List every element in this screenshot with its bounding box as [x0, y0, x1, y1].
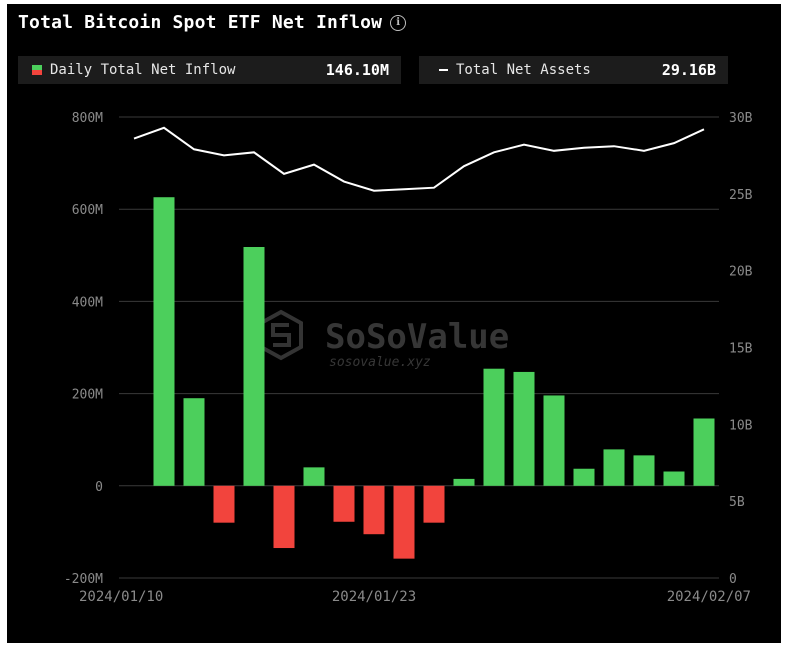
- x-axis: 2024/01/10 2024/01/23 2024/02/07: [79, 589, 751, 605]
- watermark: SoSoValue sosovalue.xyz: [259, 309, 509, 370]
- chart-panel: Total Bitcoin Spot ETF Net Inflow i Dail…: [7, 4, 781, 643]
- assets-line-path: [133, 126, 705, 192]
- legend-inflow[interactable]: Daily Total Net Inflow 146.10M: [18, 56, 401, 84]
- left-tick-label: 800M: [72, 111, 103, 126]
- x-tick-label: 2024/01/10: [79, 589, 163, 605]
- chart-title-row: Total Bitcoin Spot ETF Net Inflow i: [18, 12, 407, 33]
- legend-inflow-label: Daily Total Net Inflow: [50, 62, 236, 78]
- assets-line: [133, 126, 705, 192]
- right-tick-label: 5B: [729, 495, 745, 510]
- left-tick-label: -200M: [64, 572, 103, 587]
- bar: [633, 455, 655, 486]
- right-tick-label: 25B: [729, 188, 753, 203]
- bar: [543, 395, 565, 486]
- bar: [513, 371, 535, 486]
- bar: [573, 468, 595, 486]
- legend-inflow-value: 146.10M: [325, 61, 389, 79]
- right-axis: 0 5B 10B 15B 20B 25B 30B: [729, 111, 753, 587]
- line-swatch-icon: [439, 69, 448, 71]
- left-axis: -200M 0 200M 400M 600M 800M: [64, 111, 103, 587]
- bar: [213, 485, 235, 523]
- bar: [363, 485, 385, 535]
- legend-assets-label: Total Net Assets: [456, 62, 591, 78]
- watermark-url: sosovalue.xyz: [329, 355, 431, 370]
- soso-logo-icon: [259, 309, 303, 361]
- bar: [453, 478, 475, 486]
- bar: [423, 485, 445, 523]
- bar: [273, 485, 295, 549]
- legend-assets[interactable]: Total Net Assets 29.16B: [419, 56, 728, 84]
- left-tick-label: 0: [95, 480, 103, 495]
- right-tick-label: 15B: [729, 342, 753, 357]
- left-tick-label: 200M: [72, 388, 103, 403]
- bar: [153, 197, 175, 486]
- bars: [153, 197, 715, 559]
- legend-assets-value: 29.16B: [661, 61, 716, 79]
- info-icon[interactable]: i: [390, 14, 407, 31]
- bar: [243, 247, 265, 486]
- watermark-brand: SoSoValue: [325, 317, 509, 357]
- right-tick-label: 30B: [729, 111, 753, 126]
- x-tick-label: 2024/01/23: [332, 589, 416, 605]
- right-tick-label: 10B: [729, 418, 753, 433]
- bar: [603, 449, 625, 486]
- right-tick-label: 20B: [729, 265, 753, 280]
- inflow-swatch-icon: [32, 65, 42, 75]
- chart-svg: SoSoValue sosovalue.xyz -200M 0 200M 400M 60…: [64, 111, 753, 605]
- bar: [183, 398, 205, 486]
- bar: [393, 485, 415, 559]
- chart-title: Total Bitcoin Spot ETF Net Inflow: [18, 12, 383, 33]
- x-tick-label: 2024/02/07: [667, 589, 751, 605]
- bar: [303, 467, 325, 486]
- right-tick-label: 0: [729, 572, 737, 587]
- bar: [693, 418, 715, 486]
- bar: [483, 368, 505, 486]
- bar: [663, 471, 685, 486]
- left-tick-label: 400M: [72, 295, 103, 310]
- bar: [333, 485, 355, 522]
- left-tick-label: 600M: [72, 203, 103, 218]
